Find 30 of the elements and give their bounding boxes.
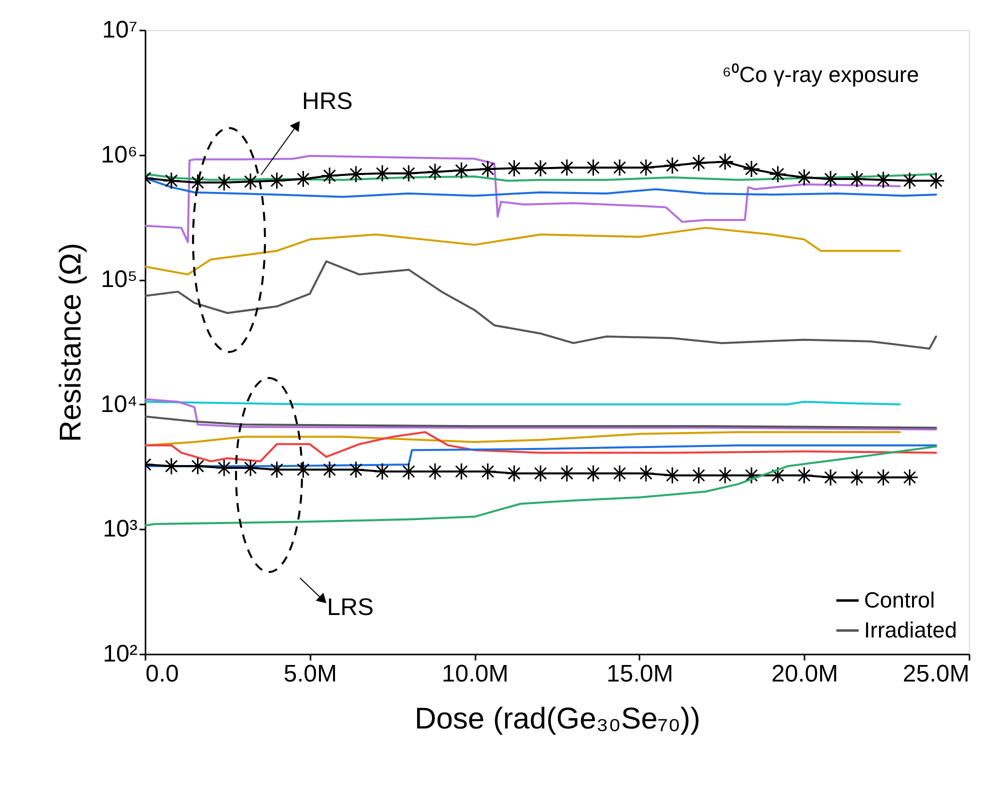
y-tick-label: 10⁷	[102, 16, 138, 44]
y-tick-label: 10²	[102, 640, 138, 668]
annotation: LRS	[327, 594, 374, 621]
x-tick-label: 5.0M	[284, 660, 337, 688]
line-series	[145, 226, 901, 276]
annotation: ⁶⁰Co γ-ray exposure	[722, 62, 919, 87]
legend-label: Irradiated	[864, 618, 957, 642]
line-series	[145, 415, 938, 429]
line-series	[145, 398, 938, 430]
line-series	[145, 177, 938, 198]
line-series	[145, 445, 938, 527]
y-tick-label: 10³	[102, 516, 138, 543]
legend-label: Control	[864, 588, 935, 612]
x-tick-label: 20.0M	[771, 660, 838, 688]
line-series	[145, 154, 901, 244]
line-series	[145, 431, 938, 462]
line-series	[145, 173, 938, 182]
line-series	[145, 431, 901, 446]
y-tick-label: 10⁶	[100, 141, 138, 168]
y-axis-title: Resistance (Ω)	[54, 242, 88, 442]
line-series	[145, 444, 938, 468]
y-tick-label: 10⁴	[100, 390, 138, 418]
x-tick-label: 10.0M	[442, 660, 508, 688]
x-tick-label: 25.0M	[902, 660, 970, 688]
x-tick-label: 0.0	[146, 660, 179, 688]
x-axis-title: Dose (rad(Ge₃₀Se₇₀))	[414, 702, 700, 736]
x-tick-label: 15.0M	[606, 660, 674, 688]
line-series	[145, 260, 938, 350]
annotation: HRS	[302, 88, 353, 115]
y-tick-label: 10⁵	[100, 266, 138, 294]
